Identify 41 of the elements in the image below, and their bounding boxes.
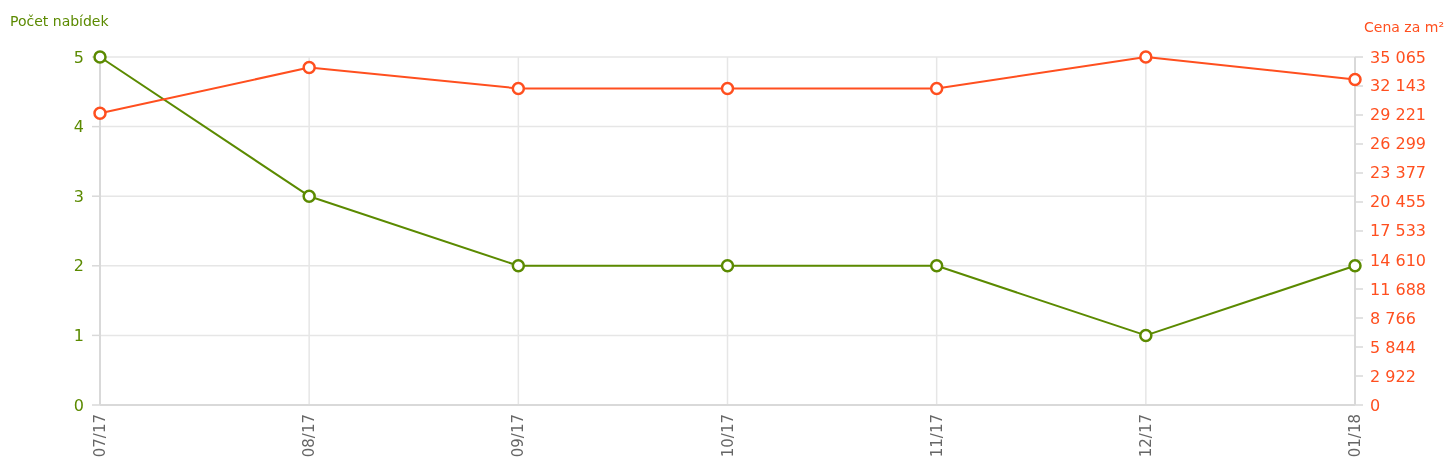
point bbox=[1348, 259, 1362, 273]
point bbox=[1348, 72, 1362, 87]
point bbox=[1139, 328, 1153, 343]
x-tick-label: 07/17 bbox=[91, 414, 109, 458]
y-tick-label: 2 bbox=[73, 256, 84, 276]
y-tick-label: 4 bbox=[73, 117, 84, 137]
y2-tick-label: 26 299 bbox=[1370, 134, 1426, 154]
y2-tick-label: 35 065 bbox=[1370, 47, 1426, 67]
y-tick-label: 3 bbox=[73, 186, 84, 206]
y2-tick-label: 5 844 bbox=[1370, 337, 1416, 357]
y2-tick-label: 20 455 bbox=[1370, 192, 1426, 212]
y2-tick-label: 2 922 bbox=[1370, 366, 1416, 386]
point bbox=[93, 106, 107, 120]
point bbox=[929, 81, 944, 96]
point bbox=[511, 81, 526, 96]
point bbox=[1139, 50, 1153, 64]
y-tick-label: 5 bbox=[73, 47, 84, 67]
y2-tick-label: 23 377 bbox=[1370, 163, 1426, 183]
y2-tick-label: 17 533 bbox=[1370, 221, 1426, 241]
y-axis-title: Počet nabídek bbox=[10, 13, 110, 29]
point bbox=[929, 259, 944, 273]
y2-tick-label: 8 766 bbox=[1370, 308, 1416, 328]
x-tick-label: 11/17 bbox=[927, 414, 946, 458]
y-tick-label: 1 bbox=[73, 325, 84, 345]
point bbox=[511, 259, 526, 273]
y2-axis-title: Cena za m² bbox=[1364, 19, 1444, 35]
point bbox=[720, 259, 735, 273]
point bbox=[302, 189, 316, 203]
x-tick-label: 09/17 bbox=[509, 414, 528, 458]
y-tick-label: 0 bbox=[73, 395, 84, 415]
y2-tick-label: 14 610 bbox=[1370, 250, 1426, 270]
y2-tick-label: 29 221 bbox=[1370, 105, 1426, 125]
y2-tick-label: 32 143 bbox=[1370, 76, 1426, 96]
point bbox=[720, 81, 735, 96]
y2-tick-label: 0 bbox=[1370, 395, 1381, 415]
x-tick-label: 12/17 bbox=[1136, 414, 1155, 458]
x-tick-label: 01/18 bbox=[1346, 414, 1364, 458]
point bbox=[302, 60, 316, 75]
x-tick-label: 08/17 bbox=[300, 414, 319, 458]
y2-tick-label: 11 688 bbox=[1370, 279, 1426, 299]
x-tick-label: 10/17 bbox=[718, 414, 737, 458]
